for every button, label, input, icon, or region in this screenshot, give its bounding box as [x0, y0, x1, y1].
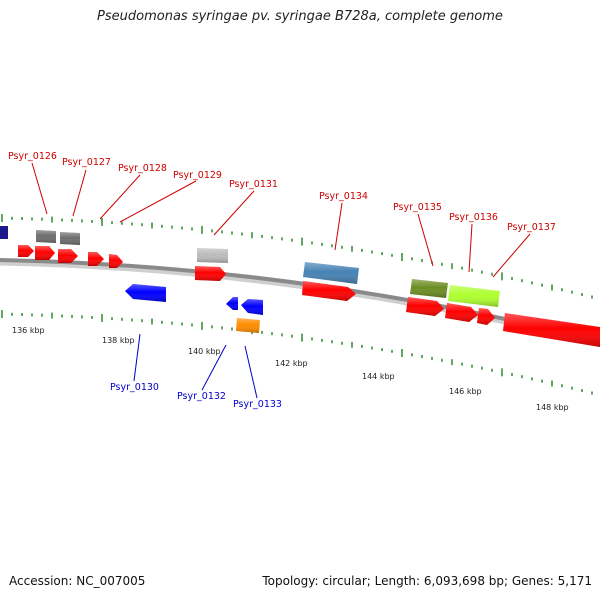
gene-feature[interactable]	[226, 297, 238, 310]
gene-feature[interactable]	[410, 279, 448, 298]
gene-feature[interactable]	[125, 284, 166, 302]
gene-label[interactable]: Psyr_0133	[233, 399, 282, 410]
gene-feature[interactable]	[503, 313, 600, 347]
scale-label: 142 kbp	[275, 359, 308, 368]
genome-stats: Topology: circular; Length: 6,093,698 bp…	[262, 574, 592, 588]
gene-features	[0, 226, 600, 347]
gene-label[interactable]: Psyr_0136	[449, 212, 498, 223]
gene-label[interactable]: Psyr_0129	[173, 170, 222, 181]
inner-tick-track	[1, 310, 593, 395]
gene-feature[interactable]	[35, 246, 55, 260]
gene-feature[interactable]	[58, 249, 78, 263]
scale-label: 144 kbp	[362, 372, 395, 381]
gene-feature[interactable]	[241, 299, 263, 315]
gene-label[interactable]: Psyr_0135	[393, 202, 442, 213]
gene-label[interactable]: Psyr_0126	[8, 151, 57, 162]
gene-feature[interactable]	[88, 252, 104, 266]
gene-feature[interactable]	[109, 254, 123, 268]
gene-feature[interactable]	[18, 245, 34, 257]
gene-feature[interactable]	[0, 226, 8, 239]
gene-feature[interactable]	[236, 318, 260, 333]
gene-feature[interactable]	[302, 281, 356, 301]
gene-feature[interactable]	[406, 297, 444, 316]
gene-feature[interactable]	[197, 248, 228, 263]
scale-label: 148 kbp	[536, 403, 569, 412]
gene-feature[interactable]	[60, 232, 80, 245]
gene-feature[interactable]	[477, 308, 495, 325]
accession-info: Accession: NC_007005	[9, 574, 146, 588]
gene-feature[interactable]	[195, 266, 226, 281]
gene-feature[interactable]	[445, 303, 478, 322]
scale-label: 140 kbp	[188, 347, 221, 356]
scale-label: 146 kbp	[449, 387, 482, 396]
gene-feature[interactable]	[448, 285, 500, 307]
map-title: Pseudomonas syringae pv. syringae B728a,…	[97, 9, 503, 24]
gene-labels: Psyr_0126 Psyr_0127 Psyr_0128 Psyr_0129 …	[8, 151, 556, 410]
gene-label[interactable]: Psyr_0132	[177, 391, 226, 402]
gene-label[interactable]: Psyr_0137	[507, 222, 556, 233]
scale-label: 138 kbp	[102, 336, 135, 345]
gene-label[interactable]: Psyr_0134	[319, 191, 368, 202]
scale-labels: 136 kbp 138 kbp 140 kbp 142 kbp 144 kbp …	[12, 326, 569, 412]
gene-label[interactable]: Psyr_0130	[110, 382, 159, 393]
gene-feature[interactable]	[36, 230, 56, 243]
scale-label: 136 kbp	[12, 326, 45, 335]
gene-label[interactable]: Psyr_0127	[62, 157, 111, 168]
outer-tick-track	[1, 214, 593, 299]
gene-feature[interactable]	[303, 262, 359, 284]
gene-label[interactable]: Psyr_0128	[118, 163, 167, 174]
label-leader-lines	[31, 162, 531, 399]
gene-label[interactable]: Psyr_0131	[229, 179, 278, 190]
